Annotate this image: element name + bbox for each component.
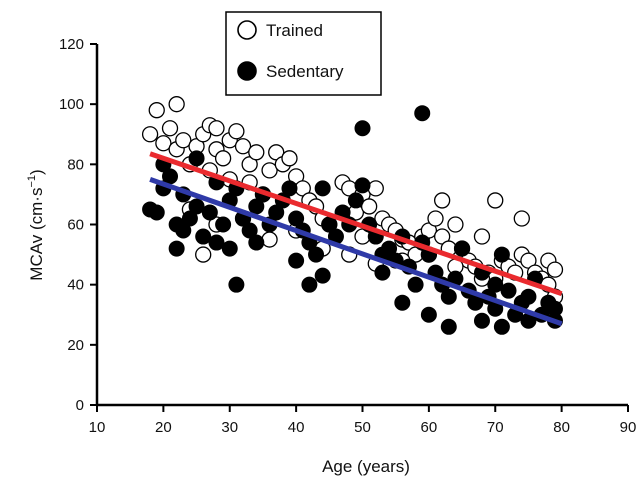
data-point-sedentary [314, 267, 331, 284]
data-point-sedentary [195, 228, 212, 245]
data-point-trained [546, 261, 564, 278]
data-point-trained [473, 228, 491, 245]
data-point-sedentary [208, 234, 225, 251]
data-point-sedentary [374, 264, 391, 281]
x-tick-label: 80 [553, 419, 570, 436]
x-tick-label: 40 [288, 419, 305, 436]
data-point-sedentary [162, 168, 179, 185]
y-axis-title-group: MCAv (cm·s−1) [26, 169, 46, 280]
regression-line-trained [149, 151, 563, 297]
y-axis-title-superscript: −1 [26, 175, 38, 188]
data-point-sedentary [148, 204, 165, 221]
data-point-trained [261, 162, 278, 179]
data-point-trained [148, 102, 165, 119]
data-point-trained [367, 180, 384, 197]
data-point-sedentary [414, 105, 431, 122]
data-point-trained [234, 138, 252, 155]
data-point-trained [228, 123, 245, 140]
data-point-sedentary [181, 210, 198, 227]
data-point-sedentary [493, 318, 510, 335]
y-tick-label: 100 [59, 96, 84, 113]
legend-label-trained: Trained [266, 21, 323, 40]
data-point-trained [195, 246, 212, 263]
data-point-sedentary [188, 198, 205, 215]
data-point-sedentary [394, 294, 411, 311]
data-point-trained [155, 135, 172, 152]
data-point-sedentary [500, 282, 517, 299]
data-point-trained [427, 210, 444, 227]
data-point-sedentary [308, 246, 325, 263]
y-axis-title: MCAv (cm·s−1) [26, 169, 46, 280]
data-point-trained [487, 192, 504, 209]
y-axis-title-main: MCAv (cm·s [27, 188, 46, 281]
data-point-sedentary [520, 288, 537, 305]
data-point-sedentary [487, 276, 504, 293]
x-tick-label: 10 [89, 419, 106, 436]
y-tick-label: 80 [67, 156, 84, 173]
data-point-sedentary [268, 204, 285, 221]
data-point-sedentary [288, 210, 305, 227]
plot-area [141, 96, 564, 335]
data-point-sedentary [228, 276, 245, 293]
axes: 10 20 30 40 50 60 70 80 90 0 20 40 60 80 100 120 [59, 36, 636, 436]
data-point-sedentary [381, 240, 398, 257]
legend-label-sedentary: Sedentary [266, 62, 344, 81]
data-point-sedentary [248, 198, 265, 215]
data-point-sedentary [454, 240, 471, 257]
legend-marker-trained [237, 20, 257, 40]
data-point-trained [513, 210, 530, 227]
y-axis-title-close: ) [27, 169, 46, 175]
data-point-sedentary [546, 300, 563, 317]
data-point-sedentary [420, 306, 437, 323]
data-point-sedentary [354, 177, 371, 194]
x-tick-label: 60 [421, 419, 438, 436]
data-point-sedentary [248, 234, 265, 251]
x-tick-label: 90 [620, 419, 637, 436]
data-point-sedentary [473, 312, 490, 329]
y-tick-label: 20 [67, 337, 84, 354]
data-point-sedentary [221, 240, 238, 257]
x-tick-label: 30 [221, 419, 238, 436]
x-tick-label: 20 [155, 419, 172, 436]
data-point-trained [248, 144, 265, 161]
data-point-trained [281, 150, 298, 167]
data-point-sedentary [493, 246, 510, 263]
data-point-trained [175, 132, 192, 149]
data-point-trained [214, 150, 232, 167]
x-tick-label: 50 [354, 419, 371, 436]
x-axis-title: Age (years) [322, 457, 410, 476]
y-tick-label: 60 [67, 217, 84, 234]
data-point-trained [447, 216, 464, 233]
data-point-sedentary [440, 318, 457, 335]
y-tick-label: 40 [67, 277, 84, 294]
legend-marker-sedentary [237, 61, 257, 81]
legend: Trained Sedentary [225, 11, 382, 96]
data-point-sedentary [440, 288, 457, 305]
data-point-trained [261, 231, 278, 248]
y-tick-label: 120 [59, 36, 84, 53]
data-point-sedentary [314, 180, 331, 197]
data-point-sedentary [288, 252, 305, 269]
data-point-trained [168, 96, 185, 113]
data-point-sedentary [168, 240, 185, 257]
data-point-sedentary [347, 192, 364, 209]
y-tick-label: 0 [76, 397, 84, 414]
data-point-sedentary [188, 150, 205, 167]
data-point-sedentary [215, 216, 232, 233]
regression-line-sedentary [149, 177, 563, 327]
data-point-sedentary [201, 204, 218, 221]
x-tick-label: 70 [487, 419, 504, 436]
data-point-trained [208, 120, 225, 137]
data-point-sedentary [354, 120, 371, 137]
data-point-sedentary [241, 222, 258, 239]
data-point-trained [433, 192, 451, 209]
data-point-sedentary [407, 276, 424, 293]
data-point-trained [360, 198, 378, 215]
data-point-sedentary [281, 180, 298, 197]
data-point-trained [141, 126, 159, 143]
data-point-sedentary [175, 222, 192, 239]
data-point-sedentary [301, 276, 318, 293]
data-point-trained [161, 120, 179, 137]
